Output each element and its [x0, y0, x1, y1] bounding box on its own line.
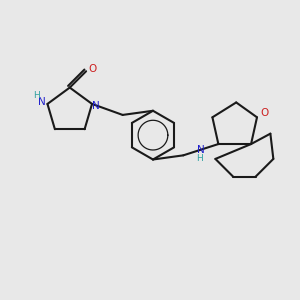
Text: N: N — [38, 97, 46, 106]
Text: O: O — [88, 64, 97, 74]
Text: N: N — [197, 145, 205, 155]
Text: H: H — [33, 91, 40, 100]
Text: H: H — [196, 154, 203, 163]
Text: O: O — [260, 108, 268, 118]
Text: N: N — [92, 101, 100, 111]
